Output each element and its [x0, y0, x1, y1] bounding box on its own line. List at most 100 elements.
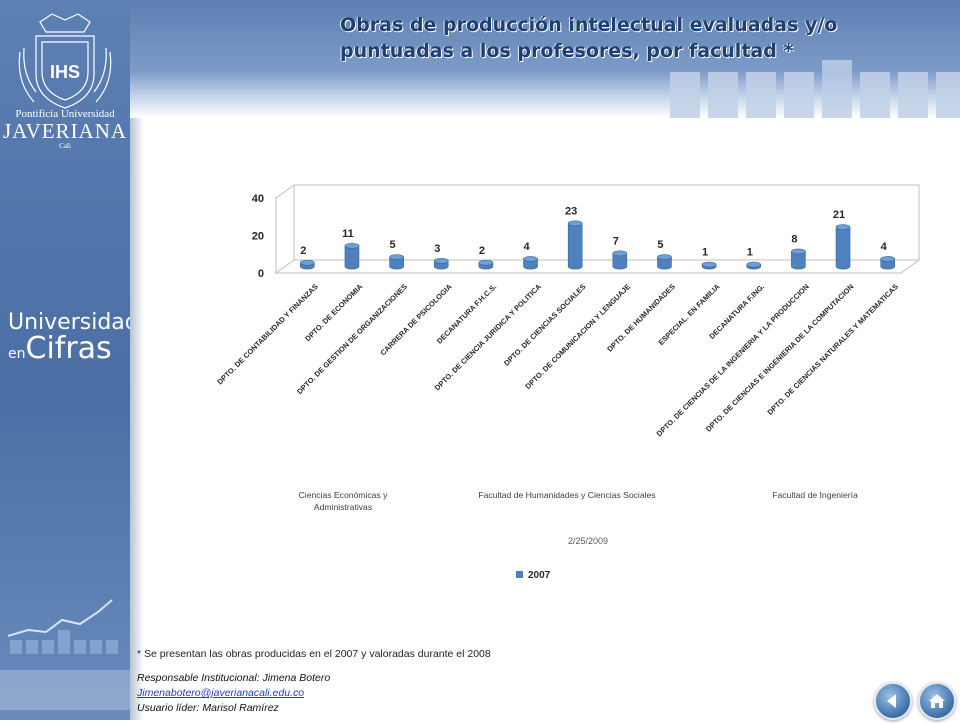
- bar-top: [612, 250, 628, 257]
- bar: [657, 254, 672, 270]
- bar: [344, 242, 360, 270]
- credit-usuario: Usuario líder: Marisol Ramírez: [137, 702, 279, 714]
- bar: [701, 261, 717, 270]
- x-tick-label: DPTO. DE CONTABILIDAD Y FINANZAS: [215, 282, 319, 386]
- header-decor-bar: [860, 72, 890, 118]
- y-tick-label: 40: [252, 193, 264, 205]
- data-label: 11: [342, 228, 354, 240]
- bar-top: [701, 261, 717, 268]
- page-title: Obras de producción intelectual evaluada…: [340, 12, 860, 64]
- university-name: Pontificia Universidad JAVERIANA Cali: [0, 108, 130, 150]
- y-axis: 0 20 40: [252, 193, 264, 280]
- decorative-growth-chart: [0, 599, 130, 710]
- legend-label: 2007: [528, 570, 551, 581]
- chart-side-wall: [275, 184, 295, 273]
- x-tick-label: DPTO. DE CIENCIAS SOCIALES: [502, 282, 588, 368]
- credit-responsable: Responsable Institucional: Jimena Botero: [137, 672, 331, 684]
- bar-top: [835, 224, 851, 231]
- data-label: 8: [791, 234, 797, 246]
- bar: [746, 261, 762, 270]
- chart-frame: [274, 184, 921, 274]
- header-decor-bar: [670, 72, 700, 118]
- brand-universidad-en-cifras: Universidad enCifras: [8, 310, 130, 367]
- bar: [478, 259, 494, 270]
- credit-email-link[interactable]: Jimenabotero@javerianacali.edu.co: [137, 687, 305, 699]
- chart-back-wall: [293, 184, 920, 260]
- bar-body: [835, 226, 851, 270]
- header-decor-bar: [784, 72, 814, 118]
- bar: [791, 248, 806, 270]
- bar: [433, 257, 449, 270]
- data-label: 5: [657, 239, 663, 251]
- home-icon: [929, 694, 945, 708]
- logo-line-1: Pontificia Universidad: [15, 108, 115, 120]
- x-tick-label: DPTO. DE CIENCIAS E INGENIERIA DE LA COM…: [704, 282, 856, 434]
- bar-top: [433, 257, 449, 264]
- bars: [300, 220, 895, 270]
- back-button[interactable]: [874, 682, 912, 720]
- bar-top: [657, 254, 672, 261]
- data-label: 2: [479, 245, 485, 257]
- header-decor-bar: [936, 72, 960, 118]
- data-label: 5: [390, 239, 396, 251]
- bar-body: [389, 256, 404, 270]
- bar-top: [389, 254, 404, 261]
- data-label: 2: [300, 245, 306, 257]
- data-label: 4: [523, 241, 530, 253]
- university-crest-logo: IHS: [18, 13, 112, 109]
- bar-top: [478, 259, 494, 266]
- legend: 2007: [516, 570, 551, 581]
- bar-top: [567, 220, 583, 227]
- bar-top: [344, 242, 360, 249]
- title-line-1: Obras de producción intelectual evaluada…: [340, 14, 838, 36]
- header-decor-bar: [822, 60, 852, 118]
- data-label: 3: [434, 243, 440, 255]
- brand-line-2: Cifras: [25, 331, 112, 366]
- data-label: 7: [613, 235, 619, 247]
- sidebar: IHS Pontificia Universidad JAVERIANA Cal…: [0, 0, 130, 720]
- bar: [835, 224, 851, 270]
- bar: [567, 220, 583, 270]
- legend-swatch: [516, 571, 523, 578]
- bar-top: [523, 256, 538, 262]
- header-banner: [130, 0, 960, 118]
- title-line-2: puntuadas a los profesores, por facultad…: [340, 40, 794, 62]
- group-label: Facultad de Humanidades y Ciencias Socia…: [478, 490, 655, 500]
- x-tick-label: DPTO. DE CIENCIAS DE LA INGENIERIA Y LA …: [655, 282, 811, 438]
- bar-body: [657, 256, 672, 270]
- data-label: 23: [565, 205, 577, 217]
- bar-body: [344, 245, 360, 270]
- sidebar-shadow: [130, 0, 144, 720]
- data-label: 21: [833, 209, 845, 221]
- arrow-left-icon: [887, 694, 896, 708]
- logo-line-2: JAVERIANA: [2, 119, 128, 143]
- bar: [300, 259, 315, 270]
- x-axis-date-label: 2/25/2009: [568, 536, 608, 546]
- bar-top: [300, 259, 315, 266]
- header-decor-bar: [746, 72, 776, 118]
- svg-text:IHS: IHS: [50, 62, 80, 82]
- group-label: Ciencias Económicas y: [299, 490, 389, 500]
- header-decor-bar: [708, 72, 738, 118]
- brand-prefix: en: [8, 346, 26, 362]
- bar: [389, 254, 404, 270]
- brand-line-1: Universidad: [8, 310, 130, 335]
- header-decor-bar: [898, 72, 928, 118]
- bar: [612, 250, 628, 270]
- bar: [523, 256, 538, 270]
- logo-line-3: Cali: [59, 142, 71, 150]
- y-tick-label: 20: [252, 231, 264, 243]
- x-axis-category-labels: DPTO. DE CONTABILIDAD Y FINANZAS DPTO. DE…: [215, 282, 900, 439]
- group-label-line-2: Administrativas: [314, 502, 372, 512]
- x-axis-group-labels: Ciencias Económicas y Administrativas Facu…: [299, 490, 858, 512]
- data-label: 1: [747, 247, 753, 259]
- bar-body: [567, 223, 583, 270]
- chart-floor: [274, 259, 921, 274]
- bar-top: [880, 256, 895, 262]
- home-button[interactable]: [918, 682, 956, 720]
- group-label: Facultad de Ingeniería: [772, 490, 858, 500]
- bar: [880, 256, 895, 270]
- y-tick-label: 0: [258, 268, 264, 280]
